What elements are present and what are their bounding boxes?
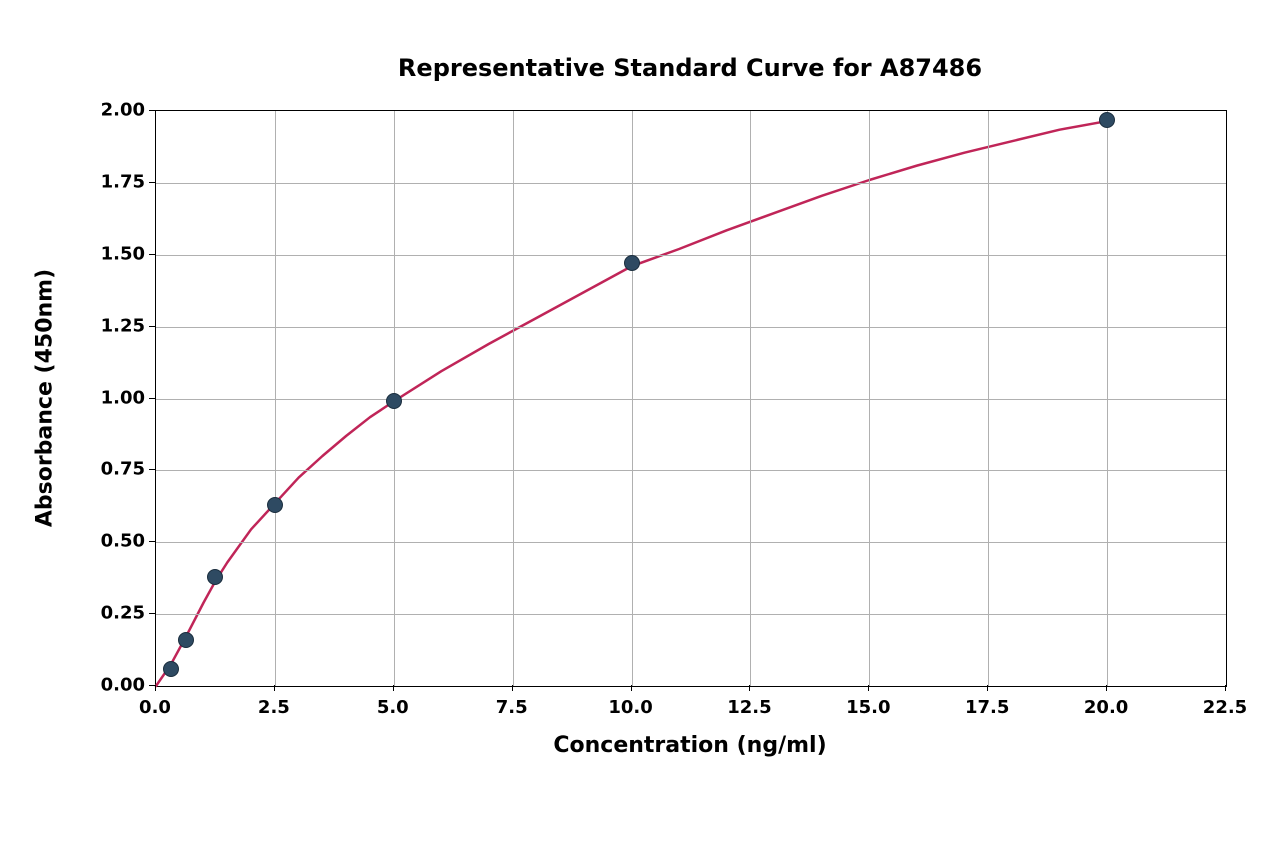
y-tick bbox=[149, 685, 155, 686]
data-point bbox=[267, 497, 283, 513]
data-point bbox=[178, 632, 194, 648]
y-tick-label: 1.75 bbox=[95, 171, 145, 192]
y-tick bbox=[149, 110, 155, 111]
y-tick bbox=[149, 182, 155, 183]
y-tick bbox=[149, 613, 155, 614]
data-point bbox=[386, 393, 402, 409]
x-tick bbox=[512, 685, 513, 691]
x-tick bbox=[155, 685, 156, 691]
x-tick-label: 12.5 bbox=[727, 697, 771, 718]
y-tick-label: 0.75 bbox=[95, 459, 145, 480]
y-tick-label: 1.50 bbox=[95, 243, 145, 264]
grid-line-horizontal bbox=[156, 470, 1226, 471]
data-point bbox=[624, 255, 640, 271]
x-tick-label: 2.5 bbox=[258, 697, 290, 718]
y-tick-label: 0.50 bbox=[95, 531, 145, 552]
data-point bbox=[207, 569, 223, 585]
grid-line-horizontal bbox=[156, 255, 1226, 256]
y-tick-label: 0.00 bbox=[95, 675, 145, 696]
y-tick bbox=[149, 326, 155, 327]
x-tick bbox=[1225, 685, 1226, 691]
data-point bbox=[163, 661, 179, 677]
y-tick bbox=[149, 469, 155, 470]
y-tick-label: 2.00 bbox=[95, 100, 145, 121]
y-tick bbox=[149, 541, 155, 542]
x-tick bbox=[868, 685, 869, 691]
x-tick bbox=[749, 685, 750, 691]
plot-area bbox=[155, 110, 1227, 687]
chart-container: Representative Standard Curve for A87486… bbox=[0, 0, 1280, 845]
grid-line-horizontal bbox=[156, 542, 1226, 543]
x-tick-label: 10.0 bbox=[608, 697, 652, 718]
y-tick-label: 1.00 bbox=[95, 387, 145, 408]
x-tick bbox=[274, 685, 275, 691]
x-axis-label: Concentration (ng/ml) bbox=[553, 733, 826, 758]
y-tick-label: 0.25 bbox=[95, 603, 145, 624]
data-point bbox=[1099, 112, 1115, 128]
x-tick bbox=[987, 685, 988, 691]
x-tick bbox=[631, 685, 632, 691]
x-tick-label: 7.5 bbox=[496, 697, 528, 718]
grid-line-horizontal bbox=[156, 327, 1226, 328]
x-tick-label: 22.5 bbox=[1203, 697, 1247, 718]
y-axis-label: Absorbance (450nm) bbox=[33, 268, 58, 526]
x-tick bbox=[1106, 685, 1107, 691]
grid-line-horizontal bbox=[156, 183, 1226, 184]
x-tick-label: 17.5 bbox=[965, 697, 1009, 718]
grid-line-horizontal bbox=[156, 399, 1226, 400]
x-tick-label: 0.0 bbox=[139, 697, 171, 718]
y-tick-label: 1.25 bbox=[95, 315, 145, 336]
x-tick bbox=[393, 685, 394, 691]
chart-title: Representative Standard Curve for A87486 bbox=[398, 54, 982, 82]
y-tick bbox=[149, 254, 155, 255]
x-tick-label: 5.0 bbox=[377, 697, 409, 718]
y-tick bbox=[149, 398, 155, 399]
x-tick-label: 20.0 bbox=[1084, 697, 1128, 718]
grid-line-horizontal bbox=[156, 614, 1226, 615]
x-tick-label: 15.0 bbox=[846, 697, 890, 718]
